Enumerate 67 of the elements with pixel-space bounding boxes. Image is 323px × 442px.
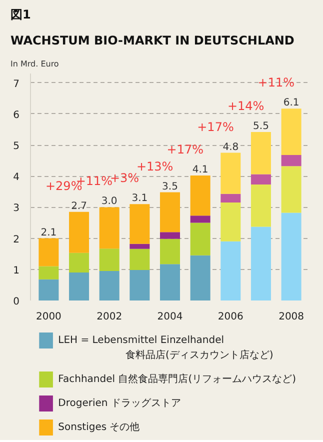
legend-label: Fachhandel 自然食品専門店(リフォームハウスなど) <box>58 373 296 385</box>
y-tick-label: 5 <box>13 141 20 152</box>
total-label: 2.1 <box>40 227 57 238</box>
bar <box>99 248 120 271</box>
bar <box>130 270 150 300</box>
bar <box>190 216 210 223</box>
bar <box>160 264 180 300</box>
x-tick-label: 2004 <box>157 312 183 322</box>
bar <box>250 226 271 300</box>
bar <box>281 166 302 213</box>
total-label: 2.7 <box>71 200 87 212</box>
total-label: 3.1 <box>132 193 148 204</box>
bar <box>38 279 59 300</box>
bar <box>38 238 59 266</box>
y-tick-label: 1 <box>13 265 20 276</box>
legend-label: Drogerien ドラッグストア <box>58 398 181 409</box>
bar <box>220 241 241 300</box>
x-tick-label: 2002 <box>96 312 122 322</box>
legend-label: Sonstiges その他 <box>58 421 140 433</box>
annotation: +11% <box>258 76 295 90</box>
chart-title: WACHSTUM BIO-MARKT IN DEUTSCHLAND <box>10 34 294 48</box>
bar <box>281 108 302 155</box>
bar <box>250 174 271 185</box>
bar <box>250 184 271 227</box>
bar <box>220 152 241 194</box>
bar <box>160 232 180 239</box>
bar <box>38 266 59 280</box>
y-tick-label: 2 <box>13 234 20 246</box>
bar <box>69 212 90 253</box>
bar <box>220 202 241 242</box>
bar <box>190 255 210 300</box>
bar <box>130 204 150 244</box>
bar <box>99 270 120 300</box>
bar <box>220 194 241 203</box>
bar <box>69 252 90 273</box>
annotation: +17% <box>197 120 234 134</box>
annotation: +14% <box>227 98 264 113</box>
bar <box>190 175 210 216</box>
legend-label: LEH = Lebensmittel Einzelhandel 食料品店(ディスカウント店など) <box>58 335 274 361</box>
total-label: 3.0 <box>101 196 118 208</box>
annotation: +17% <box>166 142 204 156</box>
total-label: 6.1 <box>283 98 300 109</box>
annotation: +13% <box>136 159 174 174</box>
y-axis-title: In Mrd. Euro <box>10 60 59 68</box>
y-tick-label: 0 <box>13 296 20 308</box>
bar <box>281 154 302 166</box>
bar <box>130 248 150 270</box>
caption: 図1 <box>10 8 31 22</box>
bar <box>190 222 210 256</box>
total-label: 3.5 <box>162 181 178 192</box>
y-tick-label: 4 <box>13 172 20 184</box>
bar <box>250 132 271 174</box>
x-tick-label: 2008 <box>278 312 304 322</box>
x-tick-label: 2000 <box>36 312 62 322</box>
total-label: 4.1 <box>192 164 208 176</box>
bar <box>160 192 180 232</box>
y-tick-label: 3 <box>13 203 20 214</box>
bar <box>69 272 90 300</box>
x-tick-label: 2006 <box>218 312 244 322</box>
y-tick-label: 7 <box>13 78 20 90</box>
bar <box>281 212 302 300</box>
total-label: 4.8 <box>222 142 239 153</box>
bar <box>130 244 150 249</box>
bar <box>160 238 180 264</box>
y-tick-label: 6 <box>13 110 20 121</box>
total-label: 5.5 <box>253 120 269 132</box>
bar <box>99 207 120 249</box>
